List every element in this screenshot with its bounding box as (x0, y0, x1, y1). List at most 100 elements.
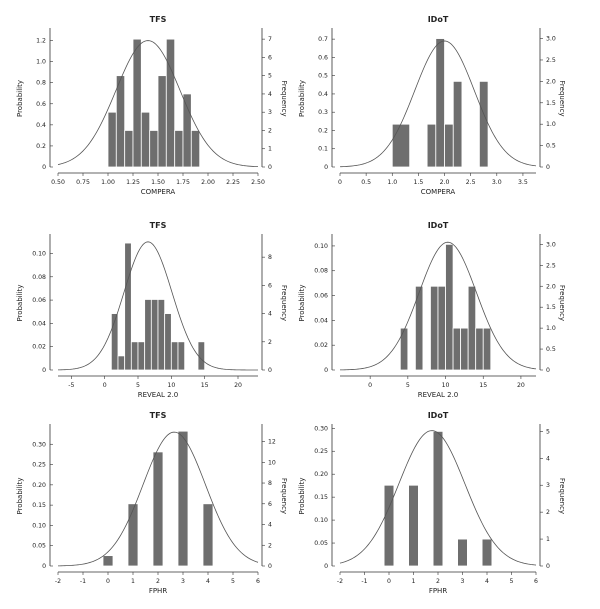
left-y-axis-label: Probability (16, 477, 24, 514)
histogram-bar (152, 451, 164, 567)
x-tick-label: 10 (167, 382, 175, 389)
left-y-tick-label: 0.7 (318, 36, 328, 43)
histogram-bar (124, 242, 132, 371)
x-axis-label: COMPERA (141, 188, 176, 196)
left-y-tick-label: 0.25 (314, 448, 328, 455)
right-y-tick-label: 0 (546, 164, 550, 171)
histogram-bar (177, 430, 189, 567)
right-y-axis-label: Frequency (558, 285, 566, 321)
normal-fit-curve (339, 430, 537, 566)
panel-title: IDoT (428, 411, 449, 420)
histogram-bar (182, 93, 192, 168)
x-tick-label: -1 (80, 578, 86, 585)
x-tick-label: 1 (412, 578, 416, 585)
x-tick-label: 5 (510, 578, 514, 585)
x-tick-label: 5 (231, 578, 235, 585)
histogram-bar (150, 299, 159, 371)
left-y-tick-label: 0.3 (318, 109, 328, 116)
right-y-tick-label: 0 (546, 563, 550, 570)
histogram-bar (457, 538, 468, 567)
right-y-tick-label: 3.0 (546, 241, 556, 248)
right-y-tick-label: 4 (546, 455, 550, 462)
right-y-tick-label: 6 (268, 501, 272, 508)
x-tick-label: 0 (103, 382, 107, 389)
panel-title: TFS (150, 411, 167, 420)
left-y-tick-label: 0.1 (318, 146, 328, 153)
histogram-bar (132, 38, 142, 168)
left-y-tick-label: 0.10 (314, 517, 328, 524)
x-tick-label: 5 (136, 382, 140, 389)
histogram-bar (430, 285, 439, 371)
right-y-tick-label: 5 (546, 428, 550, 435)
histogram-bar (149, 130, 159, 168)
x-tick-label: 0 (106, 578, 110, 585)
histogram-bar (190, 130, 201, 168)
x-tick-label: 3.0 (492, 179, 502, 186)
panel-6: IDoT 0 0.05 0.10 0.15 0.20 0.25 0.30 0 1 2 3 4 5 -2 -1 0… (298, 411, 566, 595)
right-y-tick-label: 1.5 (546, 100, 556, 107)
right-y-tick-label: 10 (268, 459, 276, 466)
x-tick-label: 3 (181, 578, 185, 585)
left-y-tick-label: 0.20 (32, 482, 46, 489)
left-y-tick-label: 0.30 (32, 441, 46, 448)
right-y-tick-label: 1 (268, 146, 272, 153)
left-y-tick-label: 0 (42, 563, 46, 570)
left-y-tick-label: 0.05 (32, 543, 46, 550)
x-tick-label: 20 (234, 382, 242, 389)
histogram-bar (144, 299, 152, 371)
left-y-tick-label: 0.15 (32, 502, 46, 509)
histogram-bar (170, 341, 179, 371)
x-tick-label: 0 (387, 578, 391, 585)
left-y-tick-label: 0.06 (314, 293, 328, 300)
histogram-bar (408, 484, 419, 567)
left-y-tick-label: 1.0 (36, 59, 46, 66)
histogram-bar (475, 327, 484, 371)
left-y-tick-label: 0.30 (314, 425, 328, 432)
normal-fit-curve (57, 40, 259, 168)
x-axis-label: REVEAL 2.0 (138, 391, 179, 399)
x-tick-label: -1 (361, 578, 367, 585)
histogram-bar (117, 355, 126, 371)
left-y-tick-label: 0.02 (314, 342, 328, 349)
histogram-bar (177, 341, 186, 371)
right-y-tick-label: 1 (546, 536, 550, 543)
histogram-bar (124, 130, 134, 168)
histogram-bar (164, 313, 172, 371)
normal-fit-curve (339, 241, 537, 371)
x-axis-label: FPHR (429, 587, 448, 595)
left-y-axis-label: Probability (298, 284, 306, 321)
histogram-bar (414, 285, 424, 371)
left-y-tick-label: 0 (324, 164, 328, 171)
histogram-bar (115, 75, 126, 168)
right-y-tick-label: 1.0 (546, 325, 556, 332)
panel-title: IDoT (428, 221, 449, 230)
left-y-axis-label: Probability (298, 80, 306, 117)
panel-title: IDoT (428, 15, 449, 24)
histogram-bar (482, 327, 492, 371)
x-tick-label: 4 (206, 578, 210, 585)
histogram-bar (165, 38, 176, 168)
histogram-bar (432, 430, 444, 567)
left-y-tick-label: 0 (42, 367, 46, 374)
left-y-tick-label: 0.6 (318, 54, 328, 61)
panel-3: TFS 0 0.02 0.04 0.06 0.08 0.10 0 2 4 6 8 -5 0 5 10 15 20 R… (16, 221, 288, 399)
histogram-bar (140, 111, 151, 168)
histogram-bar (460, 327, 469, 371)
x-tick-label: 6 (256, 578, 260, 585)
x-tick-label: -2 (337, 578, 343, 585)
right-y-tick-label: 2 (268, 127, 272, 134)
histogram-bar (174, 130, 184, 168)
right-y-tick-label: 2 (268, 542, 272, 549)
panel-title: TFS (150, 15, 167, 24)
x-tick-label: 2.50 (251, 179, 265, 186)
right-y-axis-label: Frequency (558, 80, 566, 116)
x-axis-label: FPHR (149, 587, 168, 595)
right-y-tick-label: 2 (546, 509, 550, 516)
right-y-tick-label: 5 (268, 73, 272, 80)
x-tick-label: 0.5 (361, 179, 371, 186)
x-tick-label: -2 (55, 578, 61, 585)
histogram-bar (157, 299, 166, 371)
left-y-tick-label: 0 (42, 164, 46, 171)
left-y-tick-label: 0 (324, 367, 328, 374)
